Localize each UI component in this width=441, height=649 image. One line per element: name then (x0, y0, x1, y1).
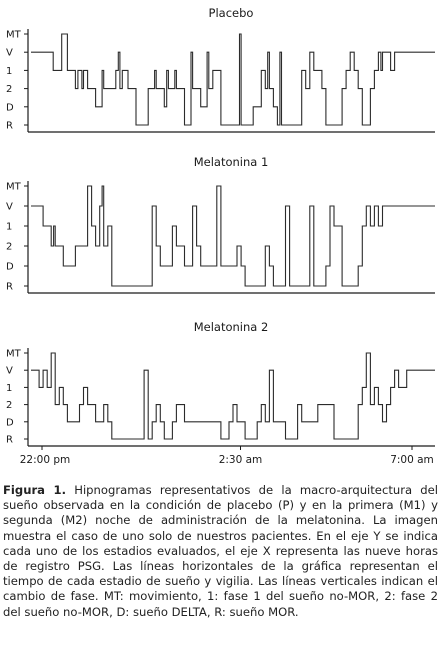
hypnogram-series-2 (31, 185, 435, 287)
y-tick-label-2-R: R (6, 282, 13, 293)
y-tick-label-1-1: 1 (6, 66, 12, 77)
y-tick-label-2-2: 2 (6, 242, 12, 253)
y-tick-label-1-D: D (6, 102, 14, 113)
y-tick-label-3-R: R (6, 435, 13, 446)
y-tick-label-3-1: 1 (6, 383, 12, 394)
x-tick-label-2: 7:00 am (390, 454, 434, 466)
hypnogram-series-3 (31, 352, 435, 440)
y-tick-label-2-1: 1 (6, 222, 12, 233)
y-tick-label-2-D: D (6, 262, 14, 273)
y-tick-label-2-V: V (6, 202, 13, 213)
y-tick-label-1-MT: MT (6, 30, 22, 41)
y-tick-label-1-R: R (6, 121, 13, 132)
y-tick-label-3-2: 2 (6, 400, 12, 411)
y-tick-label-3-MT: MT (6, 349, 22, 360)
caption-text: Hipnogramas representativos de la macro-… (3, 483, 439, 619)
y-tick-label-3-D: D (6, 417, 14, 428)
y-tick-label-2-MT: MT (6, 182, 22, 193)
y-tick-label-1-V: V (6, 48, 13, 59)
hypnogram-series-1 (31, 33, 435, 126)
y-tick-label-3-V: V (6, 366, 13, 377)
hypnogram-figure: Placebo MT V 1 2 D R Melatonina 1 MT V 1 2 D R Melaton… (6, 6, 435, 466)
figure-caption: Figura 1. Hipnogramas representativos de… (3, 483, 438, 620)
x-tick-label-1: 2:30 am (219, 454, 263, 466)
y-tick-label-1-2: 2 (6, 84, 12, 95)
chart-title-3: Melatonina 2 (194, 320, 269, 334)
chart-title-1: Placebo (209, 6, 254, 20)
chart-title-2: Melatonina 1 (194, 155, 269, 169)
x-tick-label-0: 22:00 pm (20, 454, 71, 466)
caption-label: Figura 1. (3, 483, 67, 497)
